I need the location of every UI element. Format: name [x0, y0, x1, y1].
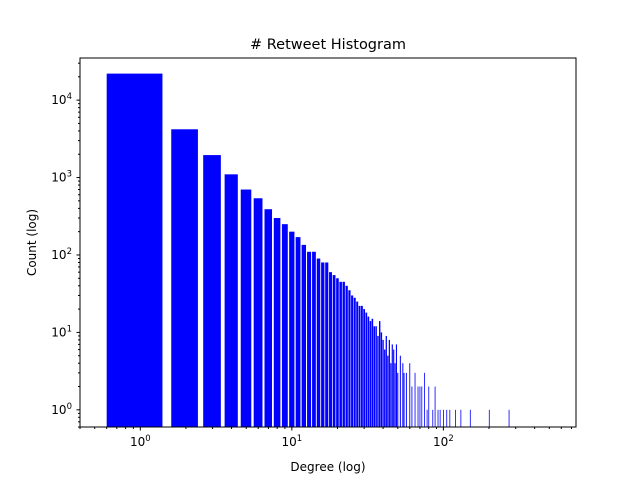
bar [488, 409, 490, 427]
bar [402, 363, 404, 427]
y-axis-label: Count (log) [25, 209, 39, 276]
bar [329, 272, 332, 427]
bar [409, 363, 411, 427]
chart-title: # Retweet Histogram [250, 37, 406, 53]
bar [379, 321, 381, 427]
bar [375, 326, 377, 427]
x-axis-ticks: 100 101 102 [79, 427, 572, 449]
bar [295, 237, 301, 427]
bar [393, 349, 395, 427]
bar [508, 409, 510, 427]
bar [351, 295, 354, 427]
bar [443, 409, 444, 427]
y-tick-label: 100 [51, 402, 72, 417]
bar [403, 372, 405, 427]
bar [426, 409, 428, 427]
bar [361, 305, 363, 427]
y-tick-label: 101 [51, 324, 72, 339]
bar [273, 218, 281, 427]
bar [417, 386, 419, 427]
x-tick-label: 100 [130, 434, 151, 449]
bar [289, 231, 295, 427]
bar [307, 251, 312, 427]
bar [388, 339, 390, 427]
bar [253, 198, 263, 427]
bar [367, 316, 370, 427]
plot-frame [79, 57, 577, 428]
bar [437, 409, 439, 427]
bar [446, 409, 448, 427]
bar [353, 297, 356, 427]
x-tick-label: 101 [281, 434, 302, 449]
bar [432, 409, 434, 427]
bar [391, 344, 393, 427]
bar [390, 363, 392, 427]
bar [421, 386, 423, 427]
y-tick-label: 104 [51, 92, 72, 107]
bar [387, 355, 389, 427]
x-axis-label: Degree (log) [290, 460, 365, 474]
bar [399, 355, 401, 427]
bar [397, 372, 399, 427]
bar [385, 335, 387, 427]
bar [348, 290, 351, 427]
bar [439, 409, 441, 427]
bar [312, 251, 316, 427]
bar [434, 386, 436, 427]
bar [321, 262, 325, 427]
bar [469, 409, 471, 427]
bar [342, 281, 345, 427]
bar [394, 363, 396, 427]
bar [371, 318, 374, 427]
bar [325, 262, 329, 427]
bar [411, 386, 413, 427]
bar [339, 281, 342, 427]
y-tick-label: 103 [51, 170, 72, 185]
bar [373, 326, 376, 427]
bar [240, 189, 252, 427]
bar [460, 409, 462, 427]
bar [171, 129, 198, 428]
x-tick-label: 102 [433, 434, 454, 449]
bar [106, 73, 163, 428]
bar [395, 344, 397, 427]
bar [301, 244, 307, 427]
bar [455, 409, 456, 427]
bar [414, 372, 416, 427]
bar [382, 339, 384, 427]
bar-series [106, 73, 510, 428]
bar [358, 305, 361, 427]
bar [428, 386, 430, 427]
bar [316, 258, 321, 427]
bar [380, 332, 383, 427]
bar [264, 209, 273, 427]
bar [203, 155, 221, 427]
bar [345, 285, 348, 427]
bar [365, 312, 368, 427]
bar [336, 278, 339, 427]
bar [377, 335, 379, 427]
y-tick-label: 102 [51, 247, 72, 262]
bar [424, 372, 425, 427]
y-axis-ticks: 100 101 102 103 104 [51, 62, 80, 428]
bar [281, 224, 288, 427]
bar [369, 321, 372, 427]
bar [419, 386, 421, 427]
bar [405, 372, 407, 427]
bar [332, 275, 336, 427]
bar [356, 301, 359, 427]
bar [363, 309, 366, 427]
bar [384, 349, 386, 427]
bar [224, 174, 238, 427]
bar [449, 409, 451, 427]
